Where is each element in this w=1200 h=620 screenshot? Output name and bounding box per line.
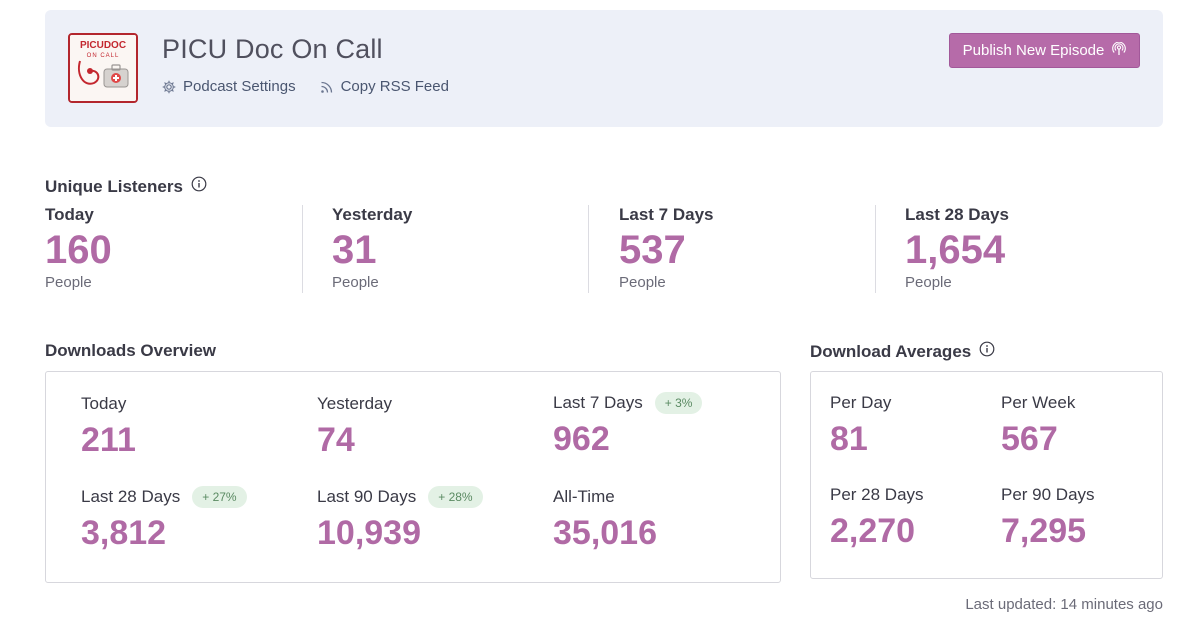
listeners-today: Today 160 People (45, 205, 112, 295)
stat-label: Per Day (830, 391, 891, 415)
stat-label-text: All-Time (553, 487, 615, 506)
stat-value: 567 (1001, 420, 1058, 458)
gear-icon (162, 80, 176, 94)
unique-listeners-title: Unique Listeners (45, 176, 183, 196)
stat-label-text: Today (81, 394, 127, 413)
average-per-28-days: Per 28 Days 2,270 (830, 483, 924, 551)
stat-label: Last 90 Days + 28% (317, 485, 483, 509)
stat-label-text: Per 28 Days (830, 485, 924, 504)
copy-rss-feed-link[interactable]: Copy RSS Feed (320, 78, 449, 95)
podcast-header: PICUDOC ON CALL PICU Doc On Call Podcast… (45, 10, 1163, 127)
downloads-all-time: All-Time 35,016 (553, 485, 657, 553)
stat-value: 537 (619, 228, 686, 272)
stat-label-text: Yesterday (317, 394, 392, 413)
stat-label: Yesterday (332, 205, 413, 224)
stat-label: All-Time (553, 485, 657, 509)
divider (588, 205, 589, 293)
stat-unit: People (905, 274, 952, 291)
average-per-90-days: Per 90 Days 7,295 (1001, 483, 1095, 551)
stat-value: 7,295 (1001, 512, 1087, 550)
stat-label-text: Last 28 Days (81, 487, 181, 506)
average-per-week: Per Week 567 (1001, 391, 1075, 459)
divider (875, 205, 876, 293)
downloads-overview-card: Today 211 Yesterday 74 Last 7 Days + 3% … (45, 371, 781, 583)
downloads-today: Today 211 (81, 392, 136, 460)
download-averages-card: Per Day 81 Per Week 567 Per 28 Days 2,27… (810, 371, 1163, 579)
stat-label-text: Last 7 Days (553, 393, 643, 412)
downloads-overview-title: Downloads Overview (45, 341, 216, 360)
info-icon[interactable] (191, 176, 207, 197)
listeners-last-7-days: Last 7 Days 537 People (619, 205, 714, 295)
unique-listeners-heading: Unique Listeners (45, 176, 207, 197)
stat-label: Today (45, 205, 94, 224)
stat-unit: People (45, 274, 92, 291)
stat-label: Today (81, 392, 136, 416)
growth-badge: + 3% (654, 392, 703, 414)
stat-label-text: Per 90 Days (1001, 485, 1095, 504)
growth-badge: + 28% (428, 486, 483, 508)
podcast-settings-label: Podcast Settings (183, 78, 296, 95)
publish-button-label: Publish New Episode (962, 42, 1105, 59)
logo-text-top: PICUDOC (80, 40, 126, 51)
podcast-icon (1112, 41, 1127, 60)
stat-label: Last 7 Days + 3% (553, 391, 703, 415)
stat-label-text: Per Day (830, 393, 892, 412)
listeners-yesterday: Yesterday 31 People (332, 205, 412, 295)
podcast-logo-art: PICUDOC ON CALL (70, 35, 136, 101)
stat-value: 10,939 (317, 514, 421, 552)
stat-label: Last 28 Days + 27% (81, 485, 247, 509)
rss-icon (320, 80, 334, 94)
publish-new-episode-button[interactable]: Publish New Episode (949, 33, 1140, 68)
stat-label-text: Last 90 Days (317, 487, 417, 506)
podcast-title: PICU Doc On Call (162, 34, 383, 64)
listeners-last-28-days: Last 28 Days 1,654 People (905, 205, 1009, 295)
unique-listeners-row: Today 160 People Yesterday 31 People Las… (45, 205, 1163, 295)
info-icon[interactable] (979, 341, 995, 362)
stat-label: Per 28 Days (830, 483, 924, 507)
downloads-overview-heading: Downloads Overview (45, 341, 216, 361)
stat-value: 962 (553, 420, 610, 458)
podcast-settings-link[interactable]: Podcast Settings (162, 78, 296, 95)
growth-badge: + 27% (192, 486, 247, 508)
stat-unit: People (619, 274, 666, 291)
stat-value: 3,812 (81, 514, 167, 552)
logo-text-bottom: ON CALL (87, 53, 120, 59)
download-averages-heading: Download Averages (810, 341, 995, 362)
stat-value: 74 (317, 421, 355, 459)
stat-unit: People (332, 274, 379, 291)
stat-value: 160 (45, 228, 112, 272)
downloads-yesterday: Yesterday 74 (317, 392, 392, 460)
download-averages-title: Download Averages (810, 341, 972, 361)
last-updated-text: Last updated: 14 minutes ago (965, 596, 1163, 613)
stat-label: Per Week (1001, 391, 1075, 415)
downloads-last-28-days: Last 28 Days + 27% 3,812 (81, 485, 247, 553)
stat-value: 81 (830, 420, 868, 458)
downloads-last-90-days: Last 90 Days + 28% 10,939 (317, 485, 483, 553)
stat-label: Last 28 Days (905, 205, 1009, 224)
stat-value: 1,654 (905, 228, 1006, 272)
copy-rss-feed-label: Copy RSS Feed (340, 78, 449, 95)
stat-label-text: Per Week (1001, 393, 1076, 412)
stat-value: 2,270 (830, 512, 916, 550)
divider (302, 205, 303, 293)
stat-label: Last 7 Days (619, 205, 714, 224)
average-per-day: Per Day 81 (830, 391, 891, 459)
stat-label: Yesterday (317, 392, 392, 416)
stat-value: 35,016 (553, 514, 657, 552)
stat-label: Per 90 Days (1001, 483, 1095, 507)
stat-value: 211 (81, 421, 136, 459)
downloads-last-7-days: Last 7 Days + 3% 962 (553, 391, 703, 459)
stat-value: 31 (332, 228, 377, 272)
podcast-logo[interactable]: PICUDOC ON CALL (68, 33, 138, 103)
header-links: Podcast Settings Copy RSS Feed (162, 78, 449, 95)
